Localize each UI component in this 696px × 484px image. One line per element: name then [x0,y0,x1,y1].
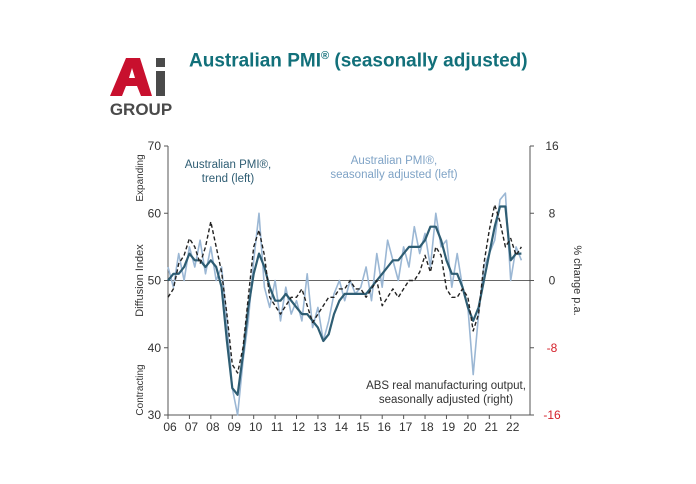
x-tick-label: 21 [485,420,499,434]
chart-axes: 30 40 50 60 70 16 8 0 -8 -16 06 07 08 09 10 11 12 13 14 15 1… [134,139,583,434]
x-tick-label: 12 [292,420,306,434]
right-tick-label: -8 [547,341,558,355]
chart-title: Australian PMI® (seasonally adjusted) [189,50,528,72]
x-tick-label: 15 [356,420,370,434]
x-tick-label: 09 [228,420,242,434]
sa-annotation-line: Australian PMI®, [351,155,437,167]
logo-a-shape [110,58,152,96]
right-tick-label: 8 [549,206,556,220]
chart-series [167,192,523,416]
x-tick-label: 17 [399,420,413,434]
left-tick-label: 30 [148,408,162,422]
x-tick-label: 10 [249,420,263,434]
trend-pmi-line [167,205,522,396]
x-tick-label: 18 [420,420,434,434]
contracting-label: Contracting [135,364,146,415]
expanding-label: Expanding [135,154,146,201]
x-tick-label: 22 [506,420,520,434]
sa-annotation-line: seasonally adjusted (left) [330,169,457,181]
ai-group-logo: GROUP [110,58,172,119]
title-rest: (seasonally adjusted) [329,50,528,72]
x-tick-label: 11 [271,420,284,434]
right-axis-title: % change p.a. [571,245,583,315]
right-tick-label: 0 [549,274,556,288]
right-tick-label: -16 [543,408,561,422]
x-tick-label: 06 [163,420,177,434]
x-tick-label: 19 [442,420,456,434]
abs-annotation-line: seasonally adjusted (right) [379,394,513,406]
trend-annotation-line: trend (left) [202,173,255,185]
left-axis-title: Diffusion Index [134,244,146,317]
abs-output-line [167,204,522,374]
left-tick-label: 60 [148,206,162,220]
abs-annotation-line: ABS real manufacturing output, [366,380,526,392]
logo-i-dot [156,58,165,67]
logo-i-stem [156,71,165,96]
right-tick-label: 16 [545,139,559,153]
registered-mark: ® [320,50,330,62]
x-tick-label: 14 [335,420,349,434]
left-tick-label: 70 [148,139,162,153]
trend-annotation-line: Australian PMI®, [185,159,271,171]
x-tick-label: 07 [185,420,199,434]
x-tick-label: 16 [378,420,392,434]
title-main: Australian PMI [189,50,321,72]
chart-labels: Australian PMI®, trend (left) Australian P… [185,155,526,406]
left-tick-label: 50 [148,274,162,288]
x-tick-label: 20 [463,420,477,434]
x-tick-label: 08 [206,420,220,434]
logo-word: GROUP [110,100,172,119]
left-tick-label: 40 [148,341,162,355]
x-tick-label: 13 [313,420,327,434]
